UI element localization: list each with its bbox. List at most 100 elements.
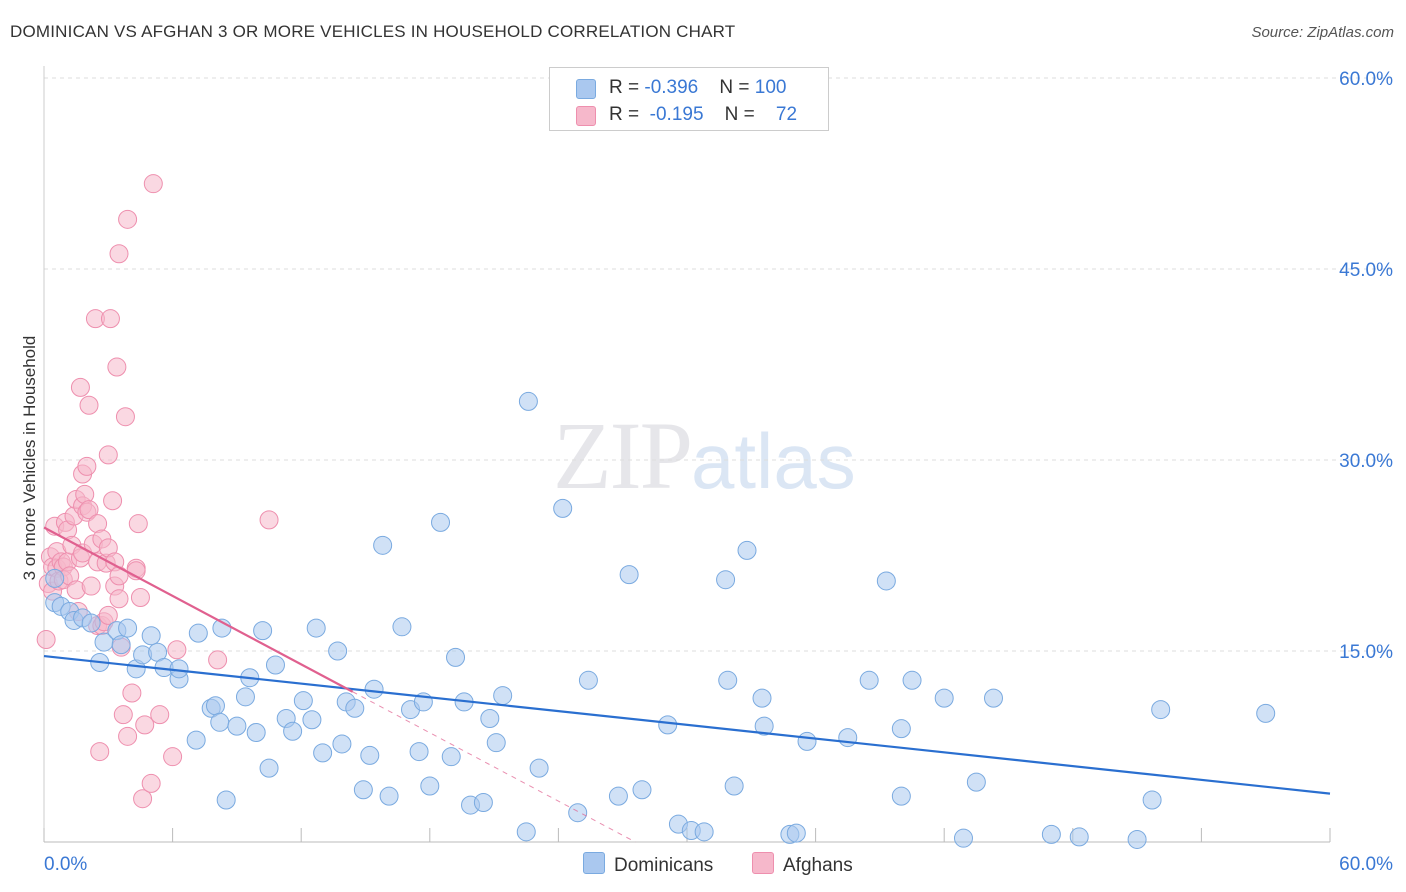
data-point <box>113 705 133 725</box>
data-point <box>364 679 384 699</box>
data-point <box>1142 790 1162 810</box>
data-point <box>518 391 538 411</box>
data-point <box>265 655 285 675</box>
data-point <box>891 786 911 806</box>
data-point <box>81 576 101 596</box>
data-point <box>876 571 896 591</box>
correlation-legend: R = -0.396 N = 100 R = -0.195 N = 72 <box>549 67 829 131</box>
data-point <box>473 793 493 813</box>
bottom-legend-afghans: Afghans <box>752 852 853 877</box>
data-point <box>111 635 131 655</box>
source-label: Source: ZipAtlas.com <box>1251 24 1394 41</box>
dominicans-points <box>45 391 1276 849</box>
data-point <box>118 209 138 229</box>
data-point <box>953 828 973 848</box>
afghans-points <box>36 174 279 809</box>
data-point <box>118 618 138 638</box>
afghans-trend-line <box>43 526 354 693</box>
data-point <box>441 747 461 767</box>
afghans-trend-extension <box>352 691 636 843</box>
tick-labels: 15.0% 30.0% 45.0% 60.0% 0.0% 60.0% <box>44 69 1393 875</box>
data-point <box>90 742 110 762</box>
data-point <box>246 722 266 742</box>
bottom-legend-swatch-afghans <box>752 852 774 874</box>
bottom-legend-swatch-dominicans <box>583 852 605 874</box>
data-point <box>553 498 573 518</box>
data-point <box>103 491 123 511</box>
data-point <box>259 758 279 778</box>
legend-swatch-afghans <box>576 106 596 126</box>
data-point <box>98 445 118 465</box>
data-point <box>480 708 500 728</box>
data-point <box>118 726 138 746</box>
data-point <box>568 803 588 823</box>
data-point <box>313 743 333 763</box>
data-point <box>107 357 127 377</box>
data-point <box>302 710 322 730</box>
data-point <box>293 691 313 711</box>
data-point <box>98 605 118 625</box>
data-point <box>608 786 628 806</box>
data-point <box>420 776 440 796</box>
data-point <box>754 716 774 736</box>
data-point <box>109 589 129 609</box>
data-point <box>632 780 652 800</box>
data-point <box>486 733 506 753</box>
data-point <box>253 621 273 641</box>
data-point <box>619 565 639 585</box>
data-point <box>100 309 120 329</box>
watermark: ZIPatlas <box>553 400 856 511</box>
data-point <box>205 696 225 716</box>
data-point <box>45 568 65 588</box>
dominicans-trend-line <box>43 654 1331 795</box>
data-point <box>716 570 736 590</box>
data-point <box>115 407 135 427</box>
grid-lines <box>44 77 1392 652</box>
chart-title: DOMINICAN VS AFGHAN 3 OR MORE VEHICLES I… <box>10 22 736 41</box>
trend-lines <box>43 526 1331 843</box>
data-point <box>210 712 230 732</box>
data-point <box>431 512 451 532</box>
data-point <box>578 670 598 690</box>
y-tick-label: 15.0% <box>1339 642 1393 663</box>
data-point <box>529 758 549 778</box>
data-point <box>859 670 879 690</box>
data-point <box>902 670 922 690</box>
data-point <box>379 786 399 806</box>
data-point <box>737 540 757 560</box>
data-point <box>143 174 163 194</box>
data-point <box>36 630 56 650</box>
data-point <box>891 719 911 739</box>
data-point <box>1127 829 1147 849</box>
y-tick-label: 60.0% <box>1339 69 1393 90</box>
data-point <box>966 772 986 792</box>
data-point <box>188 623 208 643</box>
data-point <box>216 790 236 810</box>
data-point <box>1256 703 1276 723</box>
data-point <box>332 734 352 754</box>
data-point <box>141 773 161 793</box>
data-point <box>373 535 393 555</box>
watermark-atlas: atlas <box>691 417 856 505</box>
data-point <box>353 780 373 800</box>
data-point <box>135 715 155 735</box>
data-point <box>77 456 97 476</box>
data-point <box>306 618 326 638</box>
data-point <box>130 588 150 608</box>
data-point <box>128 514 148 534</box>
data-point <box>658 715 678 735</box>
data-point <box>163 747 183 767</box>
data-point <box>392 617 412 637</box>
legend-stats-afghans: R = -0.195 N = 72 <box>609 104 798 125</box>
data-point <box>227 716 247 736</box>
data-point <box>186 730 206 750</box>
x-tick-label: 60.0% <box>1339 854 1393 875</box>
data-point <box>786 823 806 843</box>
data-point <box>259 510 279 530</box>
data-point <box>345 698 365 718</box>
data-point <box>79 500 99 520</box>
y-tick-label: 45.0% <box>1339 260 1393 281</box>
data-point <box>283 721 303 741</box>
data-point <box>1069 827 1089 847</box>
